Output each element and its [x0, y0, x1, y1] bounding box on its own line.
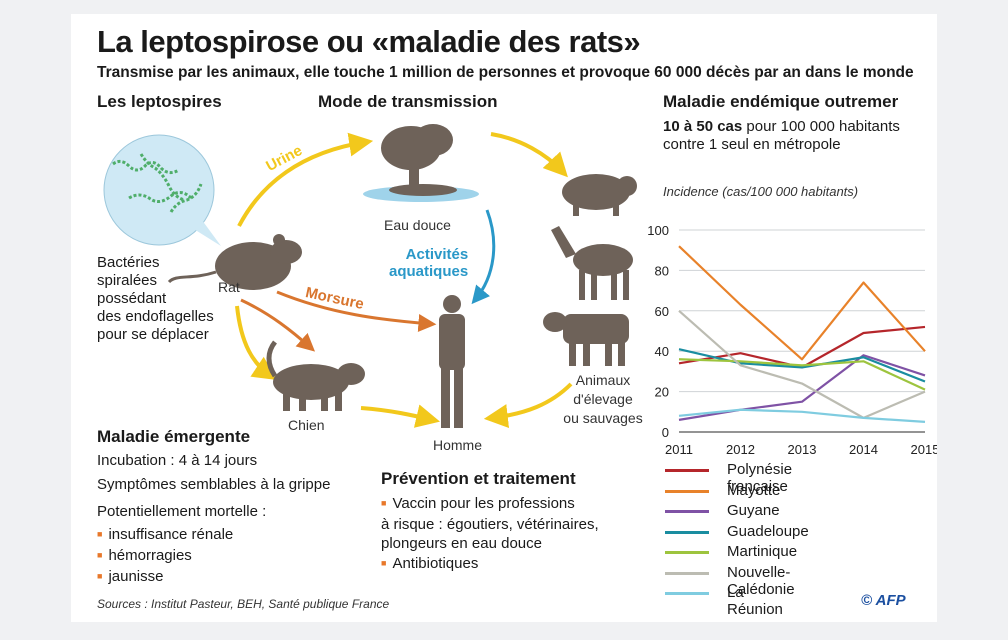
symptomes-text: Symptômes semblables à la grippe: [97, 476, 331, 493]
series-line: [678, 408, 926, 423]
leptospires-heading: Les leptospires: [97, 92, 222, 111]
freshwater-tree-icon: [363, 124, 479, 202]
y-tick-label: 100: [647, 223, 669, 238]
chien-label: Chien: [288, 417, 325, 433]
legend-label: Mayotte: [727, 481, 781, 499]
afp-credit: © AFP: [861, 592, 906, 609]
series-line: [678, 354, 926, 421]
transmission-heading: Mode de transmission: [318, 92, 498, 111]
transmission-diagram: [103, 124, 637, 429]
bacteria-bubble: [103, 134, 221, 246]
y-tick-label: 20: [655, 385, 669, 400]
rat-to-dog-arrow: [235, 305, 277, 380]
human-icon: [439, 295, 465, 428]
prevention-item-vaccin: Vaccin pour les professions à risque : é…: [381, 494, 599, 553]
dog-to-human-arrow: [360, 404, 441, 428]
x-tick-label: 2012: [726, 442, 755, 454]
sources-note: Sources : Institut Pasteur, BEH, Santé p…: [97, 597, 390, 611]
homme-label: Homme: [433, 437, 483, 453]
legend-label: Guyane: [727, 502, 780, 519]
activites-label: Activités aquatiques: [389, 246, 469, 280]
series-line: [678, 245, 926, 361]
legend-label: Polynésie française: [727, 461, 793, 495]
incidence-chart: 0 20 40 60 80 100 2011 2012 2013 2014 2015: [647, 223, 937, 454]
x-tick-label: 2011: [665, 442, 693, 454]
endemique-heading: Maladie endémique outremer: [663, 92, 899, 111]
legend-swatch: [665, 489, 709, 493]
legend-swatch: [665, 469, 709, 472]
legend-label: Nouvelle-Calédonie: [727, 563, 795, 598]
morsure-arrow: [276, 290, 437, 332]
mortelle-item: jaunisse: [97, 568, 163, 585]
rat-icon: [167, 234, 302, 290]
legend-label: Martinique: [727, 543, 798, 560]
chart-legend: Polynésie française Mayotte Guyane Guadelou…: [665, 461, 935, 618]
animals-to-human-arrow: [483, 382, 573, 429]
rat-to-dog-bite-arrow: [240, 298, 316, 352]
eau-douce-label: Eau douce: [384, 217, 451, 233]
horse-icon: [551, 226, 633, 300]
series-line: [678, 309, 926, 419]
legend-swatch: [665, 571, 709, 575]
prevention-heading: Prévention et traitement: [381, 469, 576, 488]
x-tick-label: 2013: [788, 442, 817, 454]
legend-label: Guadeloupe: [727, 522, 809, 540]
series-line: [678, 358, 926, 391]
legend-swatch: [665, 551, 709, 554]
page-subtitle: Transmise par les animaux, elle touche 1…: [97, 64, 914, 81]
x-tick-label: 2015: [911, 442, 937, 454]
endemique-stat: 10 à 50 cas pour 100 000 habitants: [663, 118, 900, 135]
mortelle-item: insuffisance rénale: [97, 526, 233, 543]
x-tick-label: 2014: [849, 442, 878, 454]
y-tick-label: 40: [655, 344, 669, 359]
mortelle-item: hémorragies: [97, 547, 191, 564]
y-tick-label: 0: [662, 425, 669, 440]
aquatic-arrow: [471, 209, 496, 305]
incubation-text: Incubation : 4 à 14 jours: [97, 452, 258, 469]
emergente-heading: Maladie émergente: [97, 427, 251, 446]
y-tick-label: 60: [655, 304, 669, 319]
cow-icon: [543, 312, 629, 366]
legend-swatch: [665, 592, 709, 595]
pig-icon: [562, 174, 637, 216]
mortelle-text: Potentiellement mortelle :: [97, 503, 267, 520]
prevention-item-antibiotiques: Antibiotiques: [381, 555, 478, 572]
chart-ylabel: Incidence (cas/100 000 habitants): [663, 184, 859, 199]
dog-icon: [266, 340, 365, 411]
urine-arrow: [237, 132, 374, 227]
water-to-animals-arrow: [490, 132, 568, 178]
legend-swatch: [665, 510, 709, 513]
rat-label: Rat: [218, 279, 240, 295]
animaux-label: Animaux d'élevage ou sauvages: [563, 372, 643, 426]
legend-label: La Réunion: [727, 584, 783, 618]
page-title: La leptospirose ou «maladie des rats»: [97, 24, 641, 59]
series-line: [678, 348, 926, 383]
leptospires-description: Bactéries spiralées possédant des endofl…: [97, 254, 214, 343]
infographic-card: La leptospirose ou «maladie des rats» Tr…: [71, 14, 937, 622]
endemique-stat-line2: contre 1 seul en métropole: [663, 136, 841, 153]
legend-swatch: [665, 530, 709, 534]
y-tick-label: 80: [655, 263, 669, 278]
